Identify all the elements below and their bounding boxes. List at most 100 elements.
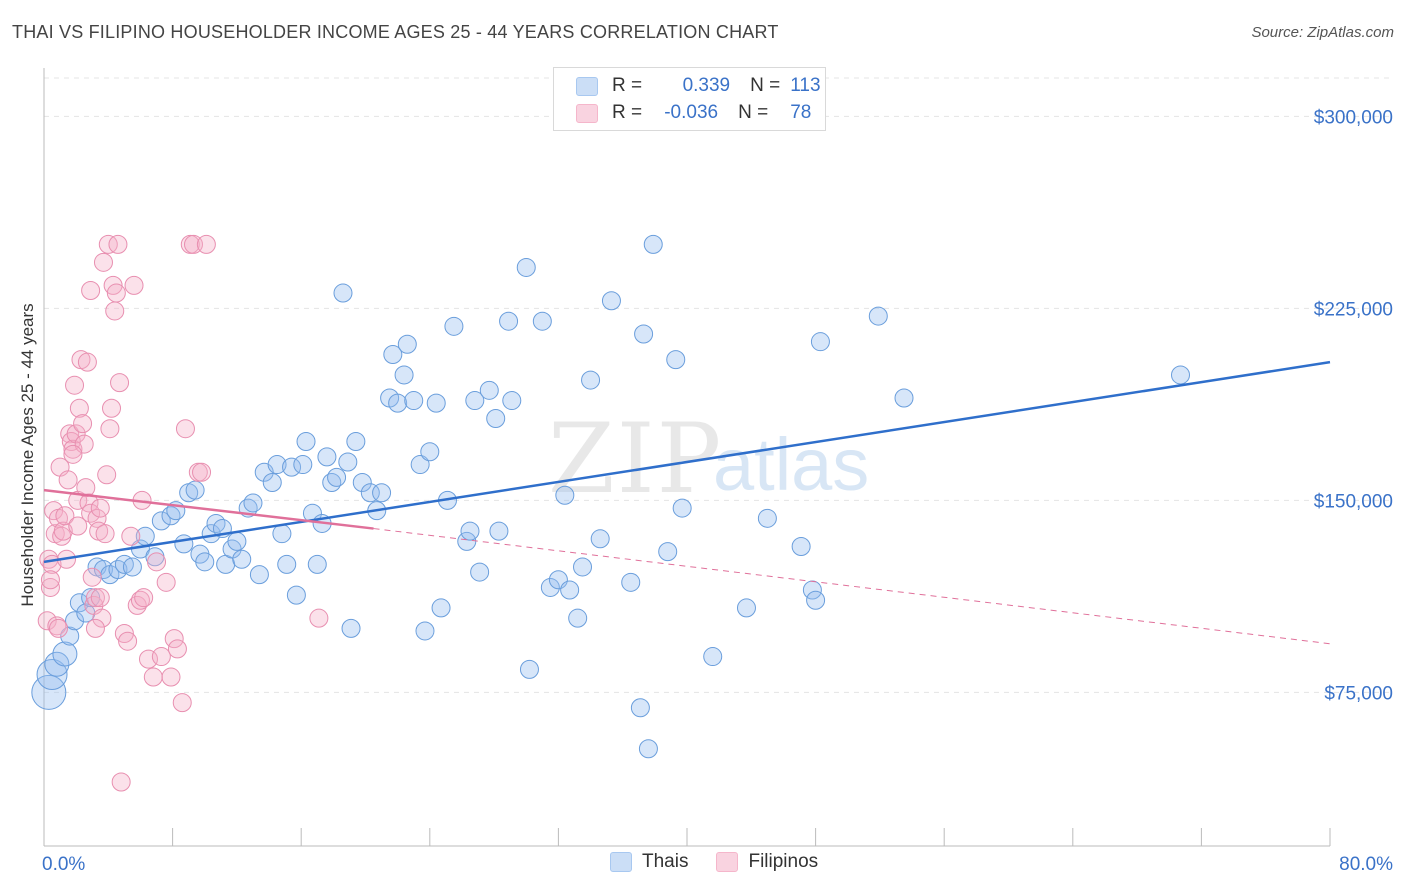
- thai-point: [415, 621, 435, 641]
- filipinos-r-value: -0.036: [664, 102, 719, 123]
- y-tick-label: $225,000: [1314, 299, 1393, 320]
- filipino-point: [134, 588, 154, 608]
- filipino-point: [65, 375, 85, 395]
- filipino-point: [196, 234, 216, 254]
- filipino-point: [114, 624, 134, 644]
- filipino-point: [309, 608, 329, 628]
- series-legend: Thais Filipinos: [610, 851, 846, 873]
- filipino-point: [97, 465, 117, 485]
- thai-point: [540, 577, 560, 597]
- thai-point: [634, 324, 654, 344]
- filipino-point: [48, 618, 68, 638]
- filipinos-trend-extension: [373, 528, 1331, 645]
- thai-point: [560, 580, 580, 600]
- filipino-point: [98, 234, 118, 254]
- filipino-point: [92, 608, 112, 628]
- thai-point: [44, 651, 70, 677]
- filipino-point: [66, 424, 86, 444]
- filipino-point: [40, 570, 60, 590]
- thai-point: [195, 552, 215, 572]
- thai-point: [601, 291, 621, 311]
- thai-point: [346, 432, 366, 452]
- filipinos-n-label: N =: [738, 102, 769, 123]
- thai-point: [243, 493, 263, 513]
- filipino-point: [85, 618, 105, 638]
- filipino-point: [81, 503, 101, 523]
- thai-point: [672, 498, 692, 518]
- thai-point: [590, 529, 610, 549]
- x-tick-label: 80.0%: [1339, 854, 1393, 875]
- filipino-point: [68, 516, 88, 536]
- thai-point: [658, 542, 678, 562]
- filipinos-trend-line: [43, 488, 374, 530]
- thai-point: [360, 483, 380, 503]
- thais-r-label: R =: [612, 75, 643, 96]
- thai-point: [460, 521, 480, 541]
- filipinos-n-value: 78: [790, 102, 812, 123]
- filipino-point: [192, 462, 212, 482]
- filipino-point: [172, 693, 192, 713]
- thai-point: [81, 588, 101, 608]
- filipino-point: [102, 398, 122, 418]
- filipino-point: [76, 478, 96, 498]
- thai-point: [489, 521, 509, 541]
- thai-point: [388, 393, 408, 413]
- thai-point: [465, 391, 485, 411]
- thai-point: [397, 334, 417, 354]
- filipino-point: [151, 647, 171, 667]
- filipino-point: [93, 252, 113, 272]
- thai-point: [621, 572, 641, 592]
- thai-point: [1171, 365, 1191, 385]
- thai-point: [868, 306, 888, 326]
- filipino-point: [63, 439, 83, 459]
- thai-point: [327, 467, 347, 487]
- thai-point: [410, 455, 430, 475]
- y-tick-label: $75,000: [1324, 683, 1393, 704]
- thai-point: [52, 641, 78, 667]
- filipino-point: [55, 506, 75, 526]
- filipino-point: [69, 398, 89, 418]
- filipino-point: [130, 590, 150, 610]
- filipino-point: [60, 424, 80, 444]
- filipino-point: [58, 470, 78, 490]
- thai-point: [272, 524, 292, 544]
- watermark-atlas: atlas: [713, 423, 869, 506]
- thai-point: [174, 534, 194, 554]
- thais-swatch: [576, 76, 598, 96]
- filipino-point: [156, 572, 176, 592]
- thai-point: [333, 283, 353, 303]
- thai-point: [206, 513, 226, 533]
- filipinos-legend-swatch: [716, 852, 739, 872]
- legend-item-thais[interactable]: Thais: [610, 851, 688, 873]
- thai-point: [185, 480, 205, 500]
- thai-point: [286, 585, 306, 605]
- thai-point: [296, 432, 316, 452]
- thai-point: [394, 365, 414, 385]
- filipino-point: [111, 772, 131, 792]
- y-tick-label: $150,000: [1314, 491, 1393, 512]
- thai-point: [65, 611, 85, 631]
- legend-row-thais: R = 0.339 N = 113: [576, 74, 821, 98]
- thai-point: [555, 485, 575, 505]
- thai-point: [638, 739, 658, 759]
- filipino-point: [108, 234, 128, 254]
- thai-point: [227, 531, 247, 551]
- x-tick-label: 0.0%: [42, 854, 85, 875]
- thai-point: [338, 452, 358, 472]
- thai-point: [757, 508, 777, 528]
- filipino-point: [90, 498, 110, 518]
- filipino-point: [143, 667, 163, 687]
- thai-point: [114, 554, 134, 574]
- thais-n-value: 113: [790, 75, 821, 96]
- legend-item-filipinos[interactable]: Filipinos: [716, 851, 818, 873]
- thai-point: [581, 370, 601, 390]
- thai-point: [643, 234, 663, 254]
- filipino-point: [110, 373, 130, 393]
- thai-point: [383, 344, 403, 364]
- watermark-zip: ZIP: [548, 403, 723, 515]
- thai-point: [151, 511, 171, 531]
- thai-point: [470, 562, 490, 582]
- thai-point: [420, 442, 440, 462]
- thai-point: [277, 554, 297, 574]
